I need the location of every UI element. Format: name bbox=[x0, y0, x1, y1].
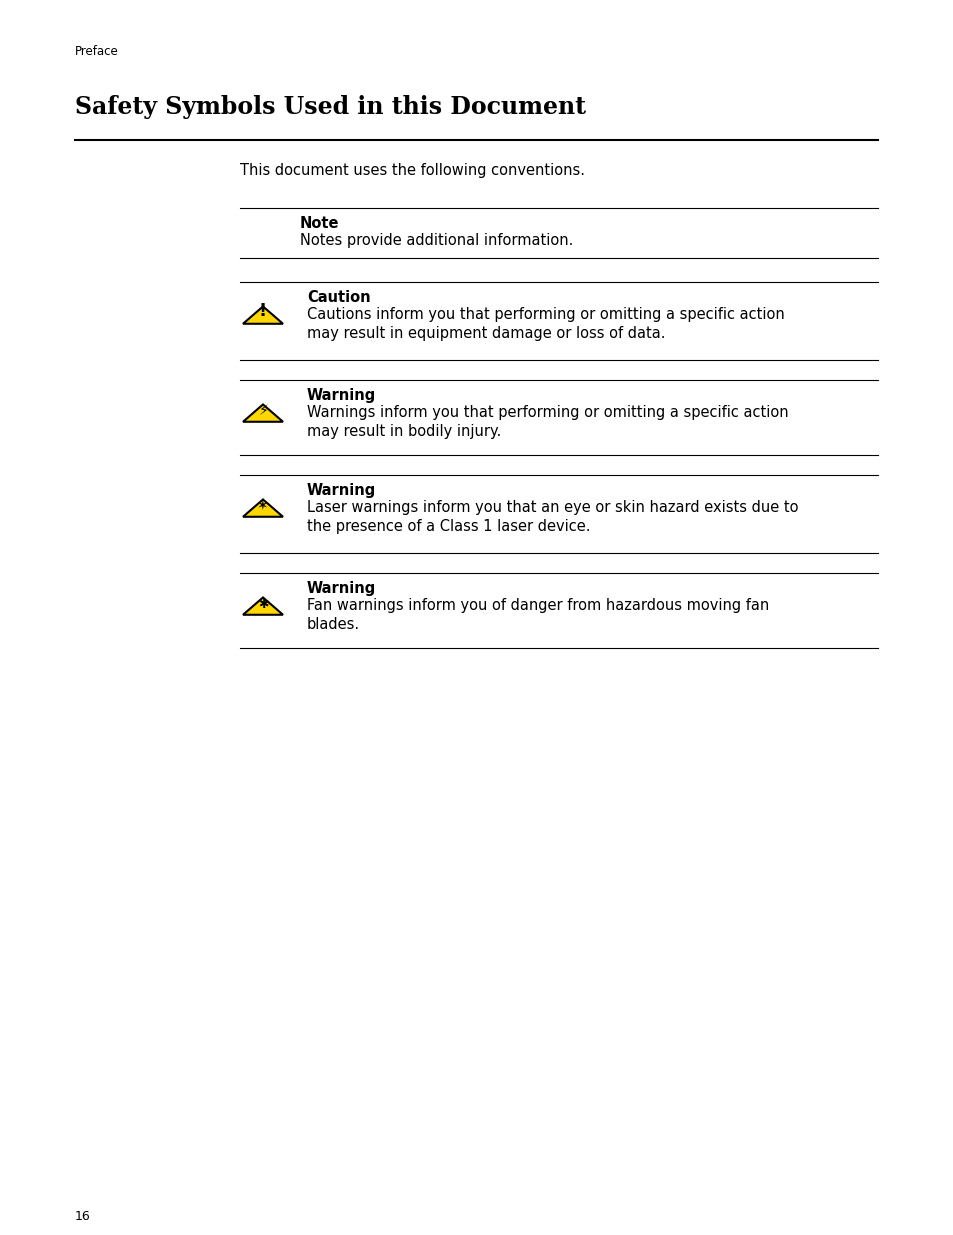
Text: Cautions inform you that performing or omitting a specific action
may result in : Cautions inform you that performing or o… bbox=[307, 308, 784, 341]
Text: Warning: Warning bbox=[307, 580, 375, 597]
Text: This document uses the following conventions.: This document uses the following convent… bbox=[240, 163, 584, 178]
Text: Note: Note bbox=[299, 216, 339, 231]
Text: !: ! bbox=[258, 301, 267, 320]
Polygon shape bbox=[243, 306, 283, 324]
Polygon shape bbox=[243, 598, 283, 615]
Text: Warnings inform you that performing or omitting a specific action
may result in : Warnings inform you that performing or o… bbox=[307, 405, 788, 440]
Text: Warning: Warning bbox=[307, 483, 375, 498]
Text: Notes provide additional information.: Notes provide additional information. bbox=[299, 233, 573, 248]
Text: Laser warnings inform you that an eye or skin hazard exists due to
the presence : Laser warnings inform you that an eye or… bbox=[307, 500, 798, 535]
Text: Warning: Warning bbox=[307, 388, 375, 403]
Polygon shape bbox=[243, 404, 283, 422]
Text: Safety Symbols Used in this Document: Safety Symbols Used in this Document bbox=[75, 95, 585, 119]
Text: Preface: Preface bbox=[75, 44, 118, 58]
Text: ⚡: ⚡ bbox=[258, 404, 268, 417]
Text: ✶: ✶ bbox=[257, 499, 269, 513]
Text: 16: 16 bbox=[75, 1210, 91, 1223]
Text: Caution: Caution bbox=[307, 290, 370, 305]
Text: ✱: ✱ bbox=[257, 598, 268, 611]
Polygon shape bbox=[243, 499, 283, 516]
Text: Fan warnings inform you of danger from hazardous moving fan
blades.: Fan warnings inform you of danger from h… bbox=[307, 598, 768, 632]
